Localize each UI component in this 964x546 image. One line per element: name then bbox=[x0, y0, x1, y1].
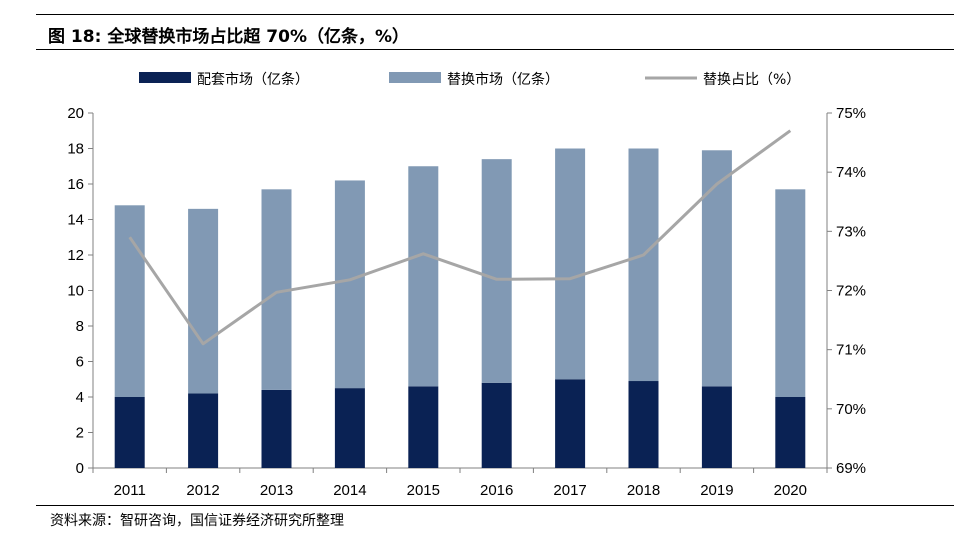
y-right-tick-label: 69% bbox=[836, 460, 866, 477]
y-left-tick-label: 2 bbox=[76, 425, 84, 442]
legend-swatch-replacement bbox=[389, 72, 441, 83]
x-tick-label: 2019 bbox=[700, 482, 733, 499]
bar-oem bbox=[261, 389, 292, 468]
footer-divider bbox=[36, 505, 954, 506]
bar-oem bbox=[775, 397, 806, 468]
y-left-tick-label: 18 bbox=[67, 141, 84, 158]
x-tick-label: 2018 bbox=[627, 482, 660, 499]
bar-oem bbox=[555, 379, 586, 468]
x-tick-label: 2020 bbox=[774, 482, 807, 499]
y-left-tick-label: 12 bbox=[67, 247, 84, 264]
y-left-tick-label: 10 bbox=[67, 283, 84, 300]
chart-title: 图 18: 全球替换市场占比超 70%（亿条，%） bbox=[48, 22, 415, 47]
bar-replacement bbox=[628, 148, 659, 382]
figure-title: 全球替换市场占比超 70%（亿条，%） bbox=[107, 27, 410, 47]
y-right-tick-label: 72% bbox=[836, 283, 866, 300]
y-left-tick-label: 0 bbox=[76, 460, 84, 477]
x-tick-label: 2013 bbox=[260, 482, 293, 499]
x-tick-label: 2011 bbox=[114, 482, 146, 499]
x-tick-label: 2014 bbox=[333, 482, 366, 499]
bar-oem bbox=[114, 397, 145, 468]
y-right-tick-label: 70% bbox=[836, 401, 866, 418]
y-right-tick-label: 75% bbox=[836, 105, 866, 122]
legend-label-replacement: 替换市场（亿条） bbox=[447, 71, 559, 88]
y-left-tick-label: 4 bbox=[76, 389, 84, 406]
legend-label-oem: 配套市场（亿条） bbox=[197, 71, 309, 88]
y-left-tick-label: 14 bbox=[67, 212, 84, 229]
legend-swatch-oem bbox=[139, 72, 191, 83]
y-right-tick-label: 74% bbox=[836, 164, 866, 181]
title-bar: 图 18: 全球替换市场占比超 70%（亿条，%） bbox=[36, 14, 954, 50]
bar-oem bbox=[481, 382, 512, 468]
bar-oem bbox=[701, 386, 732, 468]
y-left-tick-label: 20 bbox=[67, 105, 84, 122]
y-right-tick-label: 71% bbox=[836, 342, 866, 359]
bar-oem bbox=[334, 388, 365, 468]
x-tick-label: 2017 bbox=[553, 482, 586, 499]
x-tick-label: 2015 bbox=[407, 482, 440, 499]
figure-label: 图 18: bbox=[48, 27, 102, 47]
bar-replacement bbox=[701, 150, 732, 387]
legend-label-share: 替换占比（%） bbox=[703, 71, 800, 88]
y-left-tick-label: 8 bbox=[76, 318, 84, 335]
bar-replacement bbox=[775, 189, 806, 397]
bar-replacement bbox=[188, 208, 219, 394]
x-tick-label: 2012 bbox=[186, 482, 219, 499]
bar-replacement bbox=[555, 148, 586, 380]
y-left-tick-label: 6 bbox=[76, 354, 84, 371]
x-tick-label: 2016 bbox=[480, 482, 513, 499]
bar-oem bbox=[408, 386, 439, 468]
bar-replacement bbox=[114, 205, 145, 397]
bar-replacement bbox=[408, 166, 439, 387]
bar-replacement bbox=[334, 180, 365, 389]
bar-oem bbox=[188, 393, 219, 468]
share-line bbox=[128, 129, 792, 346]
y-right-tick-label: 73% bbox=[836, 223, 866, 240]
y-left-tick-label: 16 bbox=[67, 176, 84, 193]
bar-oem bbox=[628, 381, 659, 468]
bar-replacement bbox=[481, 159, 512, 383]
source-note: 资料来源：智研咨询，国信证券经济研究所整理 bbox=[50, 513, 344, 529]
